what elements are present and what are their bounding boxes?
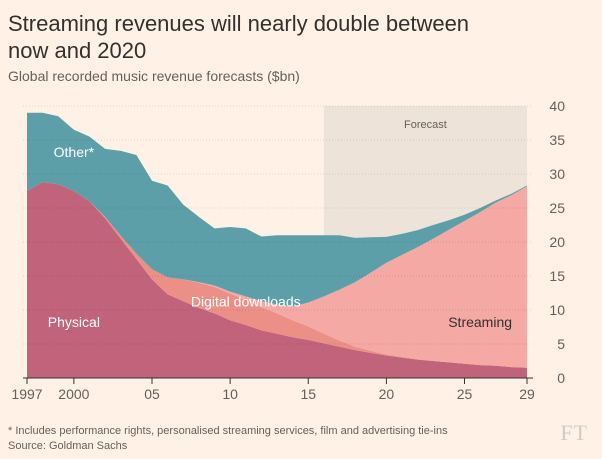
y-tick-label: 40 bbox=[549, 98, 565, 114]
x-tick-label: 20 bbox=[379, 386, 395, 402]
area-physical bbox=[27, 182, 527, 378]
x-tick-label: 10 bbox=[222, 386, 238, 402]
footnote-text: * Includes performance rights, personali… bbox=[8, 425, 448, 437]
y-tick-label: 10 bbox=[549, 302, 565, 318]
source-text: Source: Goldman Sachs bbox=[8, 440, 128, 452]
forecast-label: Forecast bbox=[404, 119, 447, 131]
y-tick-label: 35 bbox=[549, 132, 565, 148]
series-label: Physical bbox=[48, 314, 100, 330]
y-tick-label: 30 bbox=[549, 166, 565, 182]
x-tick-label: 2000 bbox=[58, 386, 89, 402]
y-tick-label: 20 bbox=[549, 234, 565, 250]
y-tick-label: 15 bbox=[549, 268, 565, 284]
y-tick-label: 5 bbox=[557, 336, 565, 352]
x-tick-label: 1997 bbox=[11, 386, 42, 402]
y-tick-label: 25 bbox=[549, 200, 565, 216]
chart-title: Streaming revenues will nearly double be… bbox=[8, 11, 470, 63]
x-tick-label: 29 bbox=[519, 386, 535, 402]
ft-logo: FT bbox=[560, 420, 588, 445]
chart-footnote: * Includes performance rights, personali… bbox=[8, 424, 448, 454]
chart-subtitle: Global recorded music revenue forecasts … bbox=[8, 68, 300, 84]
series-label: Other* bbox=[54, 144, 95, 160]
series-label: Streaming bbox=[448, 314, 512, 330]
area-digital-downloads bbox=[27, 182, 527, 368]
x-tick-label: 05 bbox=[144, 386, 160, 402]
x-tick-label: 25 bbox=[457, 386, 473, 402]
y-tick-label: 0 bbox=[557, 370, 565, 386]
series-label: Digital downloads bbox=[191, 294, 301, 310]
x-tick-label: 15 bbox=[300, 386, 316, 402]
area-streaming bbox=[27, 182, 527, 368]
area-other bbox=[27, 112, 527, 307]
